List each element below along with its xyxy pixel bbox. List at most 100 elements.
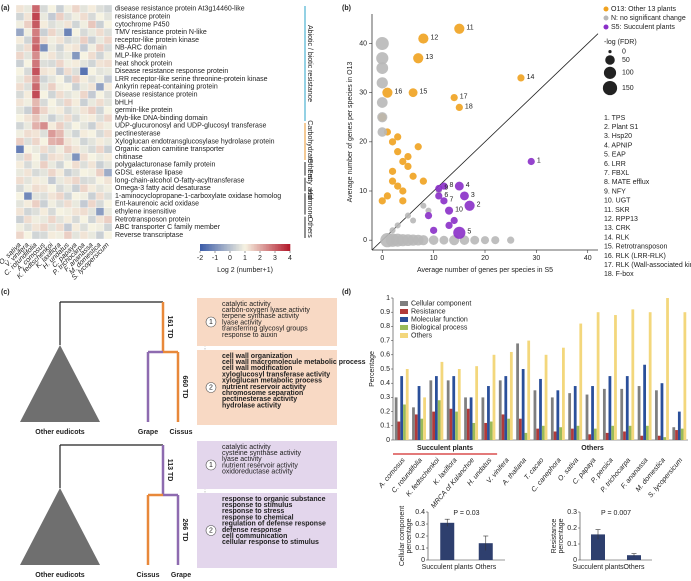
colorbar-segment — [282, 244, 285, 251]
heatmap-cell — [15, 12, 25, 21]
row-label: disease resistance protein At3g14460-lik… — [115, 6, 245, 13]
heatmap-cell — [79, 67, 89, 76]
heatmap-cell — [63, 90, 73, 99]
colorbar-segment — [215, 244, 217, 251]
point — [394, 133, 402, 141]
legend-marker — [603, 6, 609, 12]
heatmap-cell — [63, 215, 73, 224]
x-axis-label: Average number of genes per species in S… — [417, 267, 553, 274]
size-legend-title: -log (FDR) — [604, 39, 637, 46]
heatmap-cell — [103, 75, 113, 84]
x-tick-label: Succulent plants — [422, 564, 474, 571]
heatmap-cell — [87, 20, 97, 29]
clade-triangle — [20, 488, 100, 565]
row-label: resistance protein — [115, 14, 170, 21]
heatmap-cell — [15, 168, 25, 177]
heatmap-cell — [31, 121, 41, 130]
heatmap-cell — [63, 199, 73, 208]
row-label: Organic cation carnitine transporter — [115, 146, 225, 153]
bar — [655, 390, 658, 440]
colorbar-tick-label: 1 — [243, 255, 247, 262]
point-label: 12 — [430, 34, 438, 41]
legend-label: Resistance — [411, 308, 446, 315]
colorbar-segment — [255, 244, 258, 251]
bar — [420, 418, 424, 440]
heatmap-cell — [47, 223, 57, 232]
heatmap-cell — [23, 223, 33, 232]
point — [382, 87, 393, 98]
heatmap-cell — [55, 12, 65, 21]
colorbar-tick-label: 4 — [288, 255, 292, 262]
bar — [507, 418, 510, 440]
y-tick-label: 10 — [359, 188, 367, 195]
heatmap-cell — [79, 43, 89, 52]
bar — [556, 390, 560, 440]
legend-label: Others — [411, 332, 433, 339]
bar — [648, 312, 652, 440]
bar — [492, 354, 496, 440]
gene-family: 9. NFY — [604, 188, 626, 195]
bar — [489, 421, 493, 440]
panel-label: (d) — [342, 289, 351, 296]
bar — [518, 418, 522, 440]
heatmap-cell — [39, 168, 49, 177]
heatmap-cell — [95, 207, 105, 216]
heatmap-cell — [95, 12, 105, 21]
heatmap-cell — [71, 168, 81, 177]
row-label: NB-ARC domain — [115, 45, 167, 52]
go-term: response to chemical — [222, 514, 294, 521]
heatmap-cell — [79, 192, 89, 201]
heatmap-cell — [87, 36, 97, 45]
heatmap-cell — [63, 153, 73, 162]
heatmap-cell — [63, 129, 73, 138]
row-label: heat shock protein — [115, 60, 172, 67]
heatmap-cell — [103, 145, 113, 154]
bar — [414, 414, 418, 440]
heatmap-cell — [71, 4, 81, 13]
row-label: Disease resistance response protein — [115, 68, 228, 75]
heatmap-cell — [23, 153, 33, 162]
bar — [412, 407, 415, 440]
colorbar-segment — [209, 244, 211, 251]
colorbar-segment — [219, 244, 222, 251]
heatmap-cell — [15, 98, 25, 107]
heatmap-cell — [71, 98, 81, 107]
point — [414, 143, 422, 151]
y-tick-label: 30 — [359, 90, 367, 97]
box-number: 2 — [209, 527, 213, 534]
heatmap-cell — [87, 199, 97, 208]
bar — [464, 397, 467, 440]
heatmap-cell — [31, 168, 41, 177]
heatmap-cell — [79, 98, 89, 107]
row-label: Myb-like DNA-binding domain — [115, 115, 208, 122]
bar — [585, 394, 589, 440]
point — [418, 33, 429, 44]
heatmap-cell — [55, 121, 65, 130]
go-term: cell wall modification — [222, 365, 292, 372]
heatmap-cell — [47, 184, 57, 193]
legend-swatch — [400, 301, 408, 306]
group-label: Others — [581, 445, 604, 452]
row-label: receptor-like protein kinase — [115, 37, 199, 44]
point — [404, 212, 411, 219]
heatmap-cell — [87, 192, 97, 201]
y-axis-label: percentage — [558, 518, 565, 553]
heatmap-cell — [47, 51, 57, 60]
row-label: Ent-kaurenoic acid oxidase — [115, 201, 199, 208]
heatmap-cell — [71, 184, 81, 193]
gene-family: 3. Hsp20 — [604, 133, 632, 140]
heatmap-cell — [95, 82, 105, 91]
gene-family: 7. FBXL — [604, 170, 629, 177]
heatmap-cell — [39, 176, 49, 185]
colorbar-segment — [285, 244, 288, 251]
colorbar-segment — [261, 244, 264, 251]
colorbar-segment — [210, 244, 213, 251]
heatmap-cell — [15, 121, 25, 130]
box-number-circle — [205, 316, 217, 328]
heatmap-cell — [71, 215, 81, 224]
bar — [440, 522, 455, 560]
point — [389, 227, 396, 234]
heatmap-cell — [15, 153, 25, 162]
size-legend-marker — [602, 80, 618, 96]
heatmap-cell — [95, 28, 105, 37]
